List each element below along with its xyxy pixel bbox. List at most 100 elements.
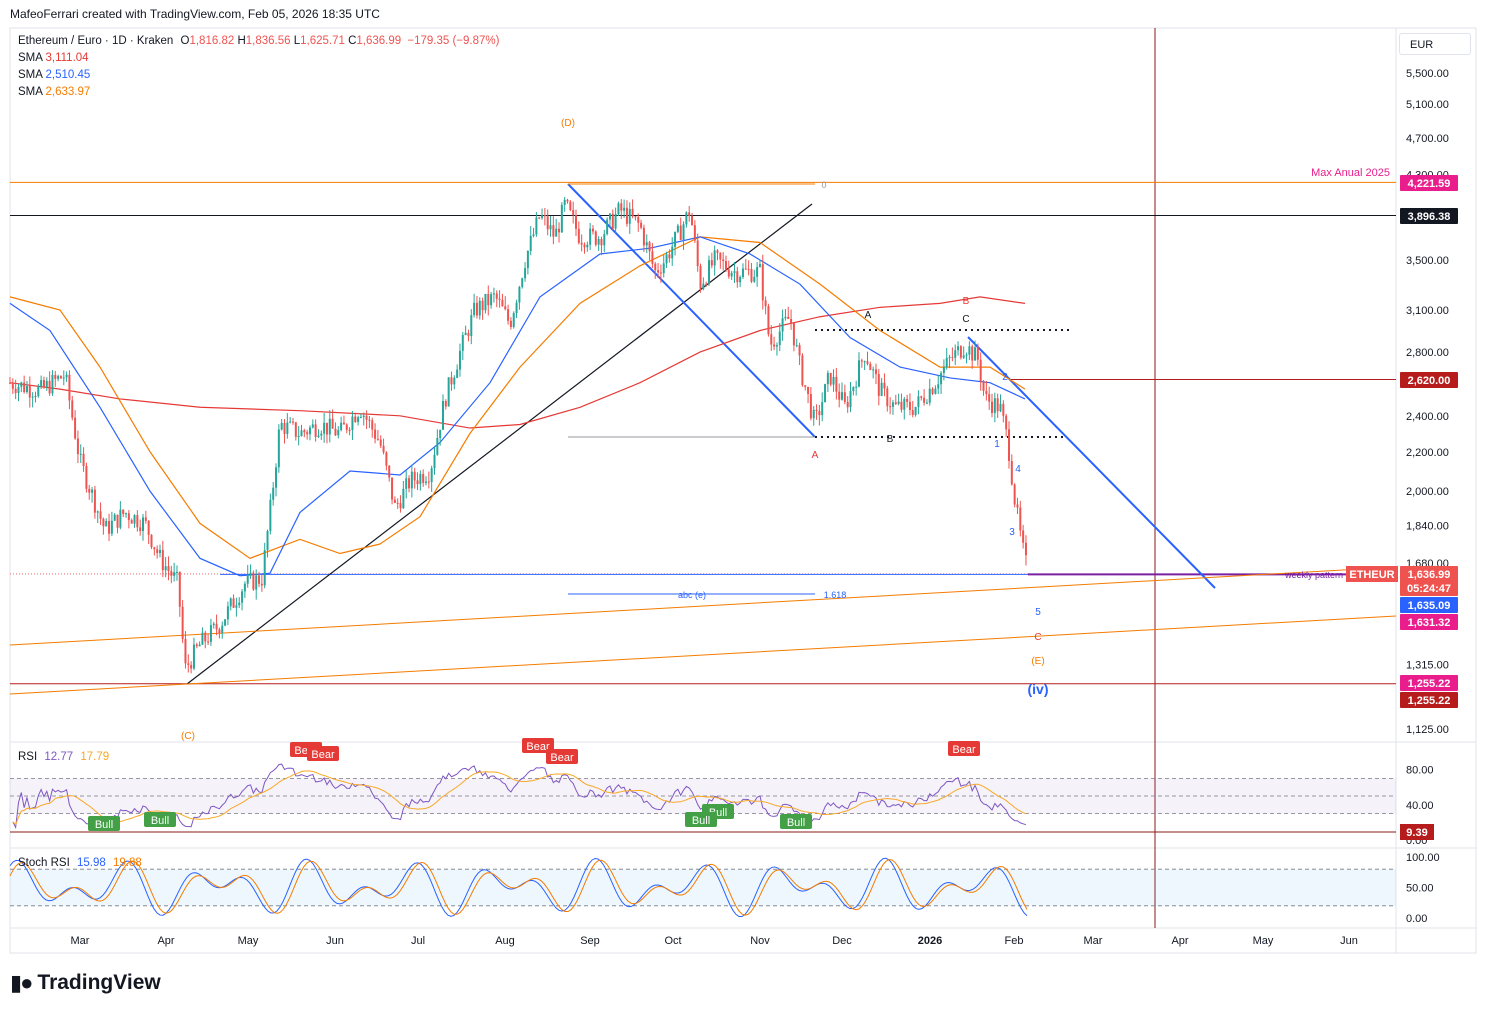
candle-body <box>849 391 852 408</box>
stoch-tick-label: 100.00 <box>1406 852 1440 864</box>
candle-body <box>934 388 937 394</box>
candle-body <box>1016 504 1019 508</box>
candle-body <box>102 518 105 527</box>
x-tick-label: Jul <box>411 935 425 947</box>
candle-body <box>555 228 558 237</box>
candle-body <box>464 332 467 336</box>
candle-body <box>105 520 108 527</box>
candle-body <box>1019 507 1022 531</box>
candle-body <box>306 432 309 435</box>
price-tag-label: 1,636.99 <box>1408 569 1451 581</box>
candle-body <box>942 367 945 374</box>
candle-body <box>577 228 580 243</box>
candle-body <box>76 438 79 455</box>
candle-body <box>645 242 648 246</box>
candle-body <box>243 583 246 592</box>
candle-body <box>860 360 863 362</box>
candle-body <box>897 401 900 404</box>
candle-body <box>419 473 422 485</box>
candle-body <box>153 547 156 550</box>
candle-body <box>945 357 948 368</box>
candle-body <box>108 520 111 534</box>
candle-body <box>357 417 360 423</box>
sma-legend-1[interactable]: SMA 3,111.04 <box>18 52 89 64</box>
candle-body <box>727 269 730 277</box>
wave-5-label: 5 <box>1035 607 1041 618</box>
sma-label: SMA <box>18 52 43 64</box>
candle-body <box>391 477 394 500</box>
candle-body <box>538 217 541 219</box>
candle-body <box>982 381 985 391</box>
candle-body <box>342 422 345 425</box>
candle-body <box>82 453 85 467</box>
candle-body <box>59 376 62 379</box>
candle-body <box>453 377 456 385</box>
rsi-legend[interactable]: RSI 12.77 17.79 <box>18 751 109 763</box>
candle-body <box>662 263 665 274</box>
candle-body <box>549 225 552 230</box>
candle-body <box>368 419 371 421</box>
candle-body <box>524 268 527 279</box>
candle-body <box>331 418 334 429</box>
zero-label: 0 <box>821 180 826 190</box>
candle-body <box>787 316 790 319</box>
candle-body <box>170 571 173 576</box>
y-tick-label: 5,500.00 <box>1406 68 1449 80</box>
x-tick-label: Aug <box>495 935 515 947</box>
orange-support-line <box>9 566 1397 646</box>
candle-body <box>45 380 48 388</box>
candle-body <box>753 276 756 282</box>
currency-selector[interactable]: EUR <box>1399 33 1471 55</box>
candle-body <box>161 550 164 571</box>
candle-body <box>685 212 688 225</box>
x-tick-label: Oct <box>664 935 681 947</box>
candle-body <box>976 347 979 360</box>
sma-legend-2[interactable]: SMA 2,510.45 <box>18 69 90 81</box>
candle-body <box>495 293 498 299</box>
tradingview-logo[interactable]: ▮● TradingView <box>10 970 161 996</box>
candle-body <box>996 398 999 412</box>
candle-body <box>900 401 903 410</box>
candle-body <box>40 380 43 387</box>
candle-body <box>416 480 419 485</box>
sma-value: 2,510.45 <box>45 69 91 81</box>
sma-legend-3[interactable]: SMA 2,633.97 <box>18 86 90 98</box>
sma-mid-line <box>9 236 1026 560</box>
candle-body <box>167 566 170 572</box>
candle-body <box>744 268 747 270</box>
stoch-d-line <box>9 859 1028 916</box>
candle-body <box>792 322 795 346</box>
candle-body <box>139 527 142 532</box>
candle-body <box>546 216 549 230</box>
candle-body <box>379 439 382 446</box>
symbol-name[interactable]: Ethereum / Euro · 1D · Kraken <box>18 35 174 47</box>
wave-4-label: 4 <box>1015 464 1021 475</box>
candle-body <box>461 335 464 351</box>
candle-body <box>74 417 77 439</box>
bear-label: Bear <box>311 749 335 761</box>
rsi-ma-value: 17.79 <box>80 751 110 763</box>
wave-A-red-label: A <box>812 450 819 461</box>
candle-body <box>9 382 11 384</box>
candle-body <box>62 377 65 379</box>
candle-body <box>858 360 860 387</box>
candle-body <box>232 598 235 608</box>
candle-body <box>277 429 280 468</box>
candle-body <box>999 403 1002 412</box>
candle-body <box>492 293 495 295</box>
candle-body <box>127 513 130 521</box>
candle-body <box>246 574 249 584</box>
candle-body <box>218 629 221 634</box>
candle-body <box>925 402 928 404</box>
ohlc-legend: Ethereum / Euro · 1D · Kraken O1,816.82 … <box>18 35 499 47</box>
candle-body <box>354 416 357 423</box>
falling-channel-line <box>567 183 816 438</box>
candle-body <box>688 212 691 216</box>
candle-body <box>337 429 340 436</box>
bear-divergence-tag <box>546 749 578 764</box>
candle-body <box>266 530 269 551</box>
price-tag-bg <box>1400 566 1458 582</box>
candle-body <box>399 503 402 509</box>
stoch-rsi-legend[interactable]: Stoch RSI 15.98 19.88 <box>18 857 142 869</box>
